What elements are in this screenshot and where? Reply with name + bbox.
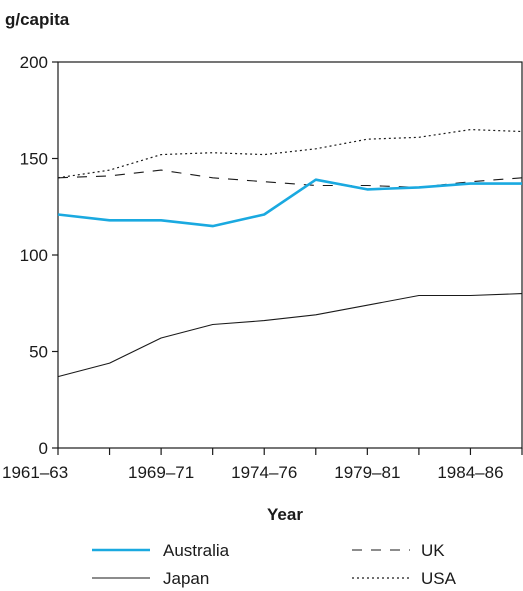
x-axis: 1961–63 1969–71 1974–76 1979–81 1984–86 (2, 448, 523, 482)
legend: Australia Japan UK USA (92, 541, 457, 588)
x-tick-label: 1974–76 (231, 463, 297, 482)
x-tick-label: 1984–86 (437, 463, 503, 482)
y-tick-label: 50 (29, 343, 48, 362)
x-tick-label: 1979–81 (334, 463, 400, 482)
y-tick-label: 100 (20, 246, 48, 265)
x-tick-label: 1969–71 (128, 463, 194, 482)
legend-label-usa: USA (421, 569, 457, 588)
plot-border (57, 61, 523, 449)
series-line-australia (57, 178, 522, 228)
y-axis-unit-label: g/capita (5, 10, 70, 29)
y-tick-label: 150 (20, 150, 48, 169)
y-tick-label: 200 (20, 53, 48, 72)
series-layer (57, 129, 523, 378)
legend-label-australia: Australia (163, 541, 230, 560)
y-tick-label: 0 (39, 439, 48, 458)
legend-label-japan: Japan (163, 569, 209, 588)
x-axis-title: Year (267, 505, 303, 524)
series-line-usa (57, 129, 523, 179)
legend-label-uk: UK (421, 541, 445, 560)
y-axis: 0 50 100 150 200 (20, 53, 58, 458)
x-tick-label: 1961–63 (2, 463, 68, 482)
series-line-japan (57, 293, 523, 378)
plot-frame (57, 61, 523, 449)
